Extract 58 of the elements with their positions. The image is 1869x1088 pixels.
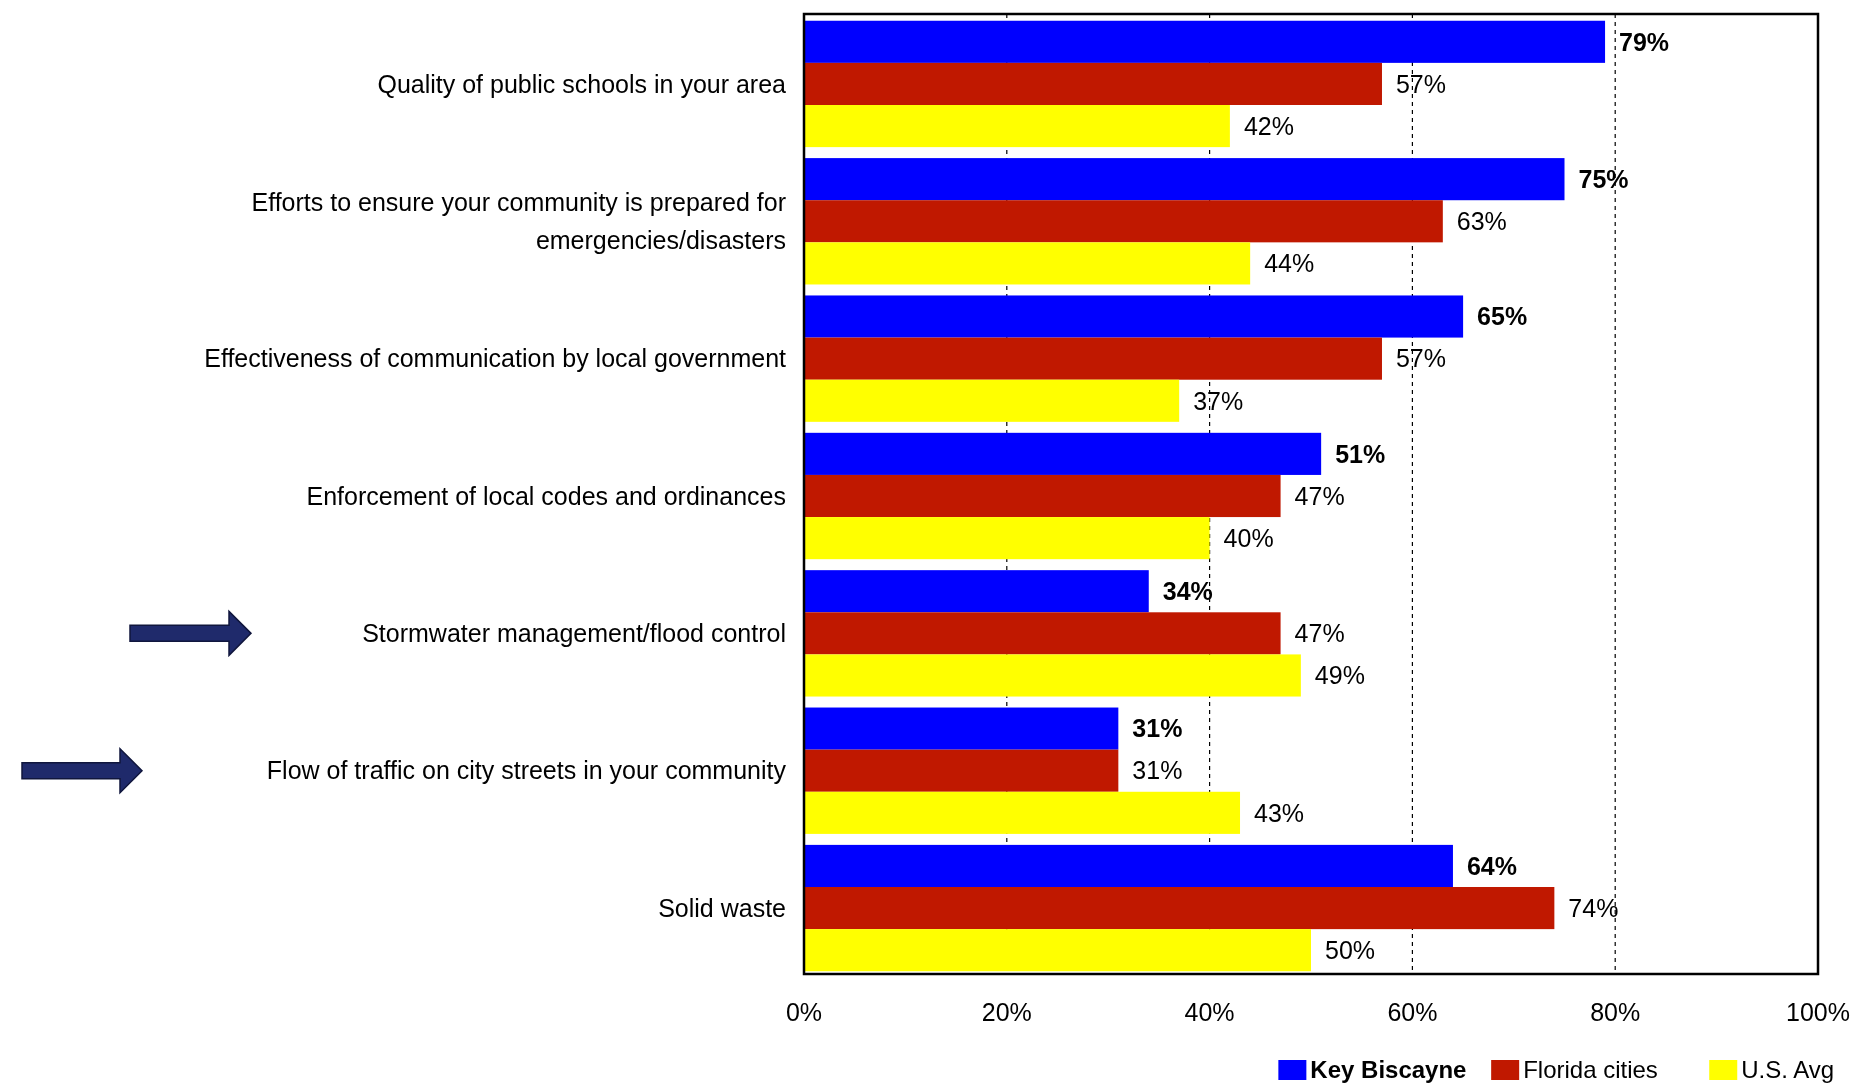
bar [804, 844, 1453, 888]
bar [804, 242, 1251, 285]
data-label: 31% [1132, 714, 1183, 743]
y-tick-label: Stormwater management/flood control [362, 619, 786, 648]
data-label: 65% [1477, 302, 1528, 331]
data-label: 31% [1132, 756, 1183, 785]
y-tick-label: Flow of traffic on city streets in your community [266, 756, 787, 785]
legend-label: U.S. Avg [1741, 1056, 1835, 1083]
data-label: 40% [1223, 523, 1274, 552]
data-label: 42% [1243, 111, 1294, 140]
bar [804, 517, 1210, 560]
bar [804, 887, 1555, 930]
bar [804, 337, 1382, 380]
bar [804, 749, 1119, 792]
y-tick-label: Quality of public schools in your area [377, 69, 787, 98]
bar [804, 474, 1281, 518]
x-tick-label: 20% [981, 998, 1032, 1026]
bar [804, 295, 1464, 338]
data-label: 57% [1395, 344, 1447, 373]
legend-label: Florida cities [1523, 1056, 1658, 1083]
data-label: 74% [1568, 893, 1619, 922]
data-label: 75% [1578, 164, 1629, 193]
data-label: 79% [1619, 27, 1670, 56]
data-label: 44% [1264, 249, 1315, 278]
data-label: 49% [1314, 661, 1365, 690]
bar [804, 200, 1443, 243]
y-tick-label: Efforts to ensure your community is prepared for emergencies/disasters [251, 188, 786, 255]
y-tick-label: Enforcement of local codes and ordinances [306, 481, 786, 510]
bar [804, 104, 1230, 148]
bar [804, 929, 1311, 972]
data-label: 47% [1294, 619, 1345, 648]
legend-label: Key Biscayne [1310, 1056, 1467, 1083]
data-label: 63% [1456, 207, 1507, 236]
x-tick-label: 80% [1590, 998, 1641, 1026]
x-tick-label: 40% [1184, 998, 1235, 1026]
x-tick-label: 0% [785, 998, 823, 1026]
data-label: 51% [1335, 439, 1386, 468]
bar [804, 62, 1382, 105]
bar [804, 379, 1180, 422]
y-tick-label: Solid waste [658, 893, 786, 922]
bar [804, 707, 1119, 750]
data-label: 50% [1325, 935, 1376, 964]
x-tick-label: 60% [1387, 998, 1438, 1026]
bar [804, 791, 1241, 834]
y-tick-label: Effectiveness of communication by local government [204, 344, 787, 373]
data-label: 64% [1466, 851, 1518, 880]
bar [804, 432, 1322, 475]
data-label: 34% [1162, 576, 1213, 605]
bar [804, 612, 1281, 655]
data-label: 47% [1294, 481, 1345, 510]
bar [804, 570, 1149, 613]
bar [804, 20, 1606, 63]
bar [804, 158, 1565, 201]
data-label: 43% [1254, 798, 1305, 827]
x-tick-label: 100% [1786, 998, 1850, 1026]
data-label: 57% [1395, 69, 1447, 98]
bar [804, 654, 1301, 697]
data-label: 37% [1193, 386, 1244, 415]
